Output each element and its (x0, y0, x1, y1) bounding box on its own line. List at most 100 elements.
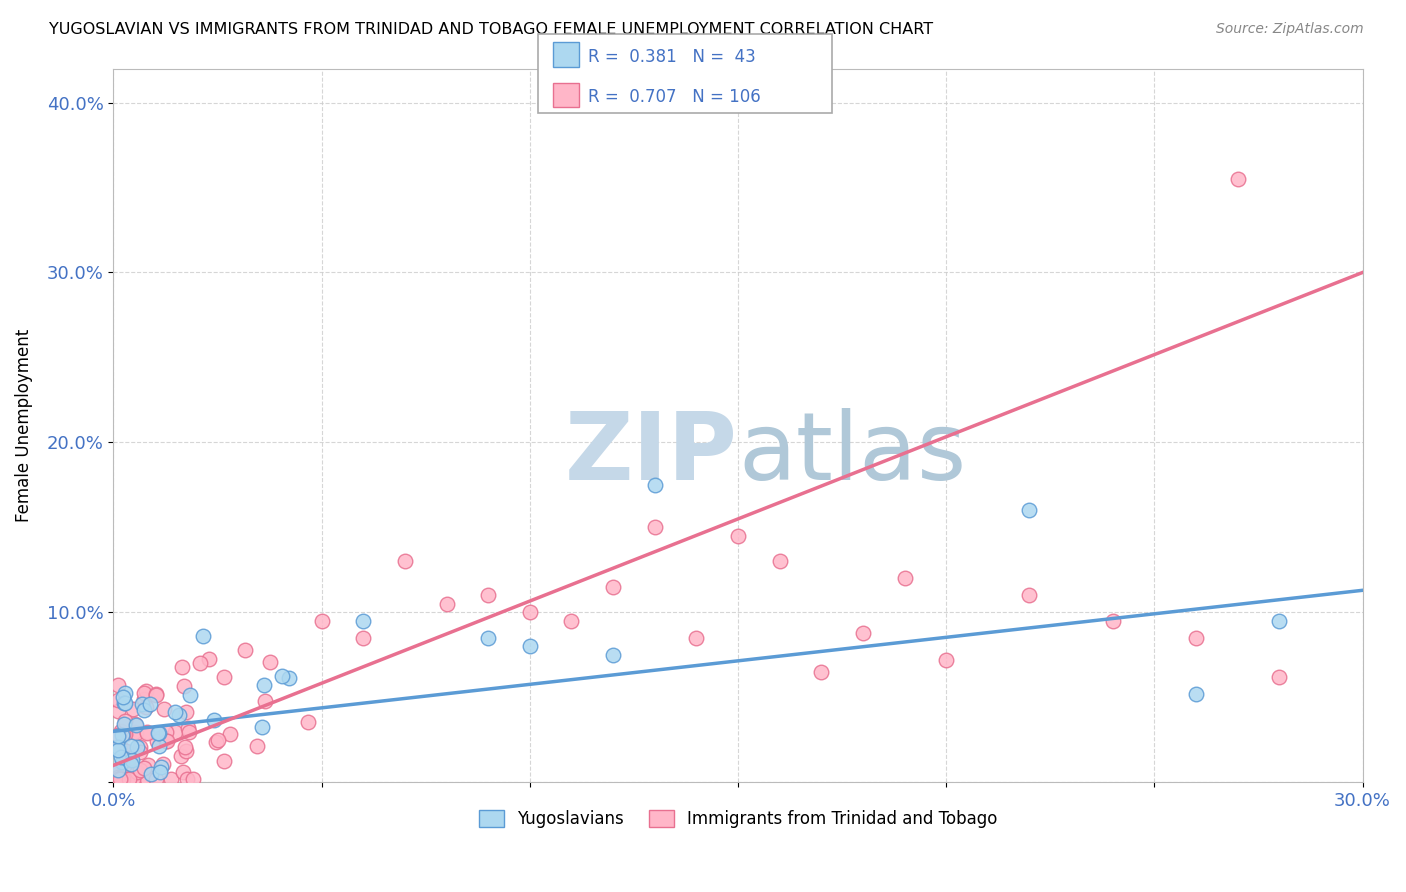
Point (110, 772, 132, 786)
Text: Source: ZipAtlas.com: Source: ZipAtlas.com (1216, 22, 1364, 37)
Text: ■: ■ (555, 85, 576, 104)
Point (107, 729, 129, 743)
Point (117, 753, 139, 767)
Point (1018, 588, 1040, 602)
Point (169, 749, 191, 764)
Point (127, 764, 149, 779)
Point (149, 765, 172, 780)
Point (136, 757, 159, 772)
Point (172, 765, 194, 780)
Point (114, 772, 136, 786)
Point (155, 734, 177, 748)
Point (163, 706, 186, 720)
Point (122, 772, 145, 786)
Point (112, 727, 135, 741)
Point (129, 763, 152, 777)
Point (152, 756, 174, 771)
Point (107, 772, 129, 786)
Point (202, 713, 225, 727)
Point (259, 655, 281, 669)
Point (114, 686, 136, 700)
Point (519, 606, 541, 620)
Point (107, 740, 129, 755)
Legend: Yugoslavians, Immigrants from Trinidad and Tobago: Yugoslavians, Immigrants from Trinidad a… (472, 803, 1004, 835)
Point (1101, 614, 1123, 628)
Point (131, 772, 153, 786)
Point (602, 648, 624, 662)
Point (519, 640, 541, 654)
Point (117, 750, 139, 764)
Point (148, 725, 170, 739)
Point (107, 731, 129, 745)
Point (1268, 670, 1291, 684)
Point (145, 688, 167, 702)
Text: R =  0.381   N =  43: R = 0.381 N = 43 (588, 47, 755, 65)
Point (131, 772, 153, 786)
Point (174, 739, 197, 754)
Point (107, 772, 129, 786)
Point (235, 643, 257, 657)
Point (108, 739, 131, 754)
Point (111, 772, 134, 786)
Point (219, 727, 242, 741)
Point (125, 739, 148, 754)
Point (132, 761, 155, 775)
Point (1268, 614, 1291, 628)
Point (560, 614, 582, 628)
Point (129, 739, 152, 754)
Point (112, 769, 135, 783)
Point (207, 733, 229, 747)
Point (125, 717, 148, 731)
Point (135, 700, 157, 714)
Point (145, 687, 167, 701)
Point (107, 678, 129, 692)
Point (121, 753, 143, 767)
Point (128, 745, 150, 759)
Point (311, 614, 333, 628)
Point (176, 772, 198, 786)
Point (148, 726, 170, 740)
Point (352, 631, 374, 645)
Point (111, 690, 134, 704)
Point (893, 571, 915, 585)
Point (270, 669, 292, 683)
Point (181, 772, 204, 786)
Point (246, 739, 269, 753)
Point (145, 772, 167, 786)
Point (134, 685, 156, 699)
Point (132, 703, 155, 717)
Point (139, 767, 162, 781)
Point (250, 720, 273, 734)
Point (107, 772, 129, 786)
Point (131, 698, 153, 712)
Point (111, 728, 134, 742)
Point (1226, 172, 1249, 186)
Point (114, 727, 136, 741)
Point (115, 744, 138, 758)
Point (174, 705, 197, 719)
Point (138, 697, 160, 711)
Point (436, 597, 458, 611)
Point (179, 689, 201, 703)
Point (120, 756, 142, 771)
Point (112, 716, 135, 731)
Point (1185, 631, 1208, 645)
Point (149, 760, 172, 774)
Point (120, 739, 142, 753)
Point (188, 657, 211, 671)
Point (191, 629, 214, 643)
Point (179, 725, 201, 739)
Point (602, 580, 624, 594)
Point (124, 716, 146, 731)
Point (107, 767, 129, 781)
Point (114, 696, 136, 710)
Text: YUGOSLAVIAN VS IMMIGRANTS FROM TRINIDAD AND TOBAGO FEMALE UNEMPLOYMENT CORRELATI: YUGOSLAVIAN VS IMMIGRANTS FROM TRINIDAD … (49, 22, 934, 37)
Point (477, 588, 499, 602)
Point (114, 714, 136, 728)
Point (477, 631, 499, 645)
Point (254, 694, 277, 708)
Point (107, 693, 129, 707)
Point (205, 735, 228, 749)
Point (107, 771, 129, 785)
Point (155, 734, 177, 748)
